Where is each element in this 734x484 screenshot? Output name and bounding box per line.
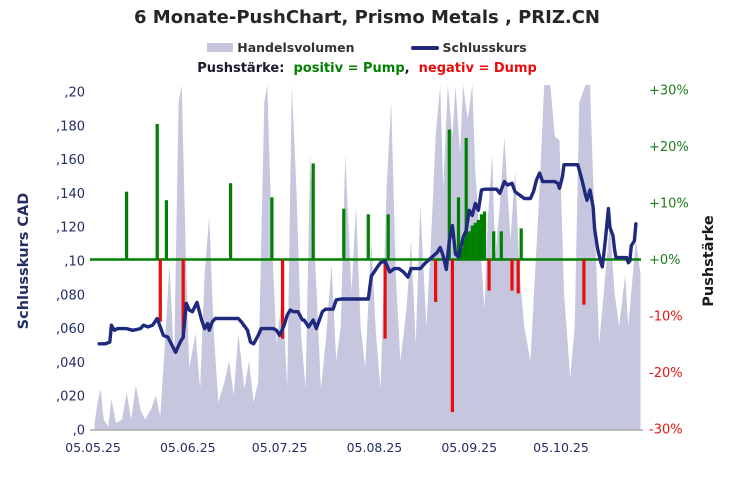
push-bar-positive	[125, 191, 129, 260]
push-bar-positive	[467, 231, 471, 260]
legend-volume-label: Handelsvolumen	[237, 40, 355, 55]
chart-title: 6 Monate-PushChart, Prismo Metals , PRIZ…	[134, 7, 600, 28]
x-tick-label: 05.06.25	[160, 440, 216, 455]
push-bar-positive	[456, 197, 461, 260]
push-bar-negative	[450, 259, 454, 413]
push-bars	[125, 123, 586, 413]
left-tick-label: ,20	[64, 86, 85, 101]
push-bar-negative	[158, 259, 162, 322]
volume-swatch-icon	[207, 43, 234, 52]
left-tick-label: ,140	[56, 187, 85, 202]
push-bar-positive	[473, 222, 477, 260]
push-bar-negative	[582, 259, 586, 305]
legend-close-label: Schlusskurs	[442, 40, 527, 55]
right-tick-label: +10%	[649, 197, 689, 212]
left-tick-label: ,040	[56, 356, 85, 371]
y-axis-right-labels: +30% +20% +10% +0% -10% -20% -30%	[649, 84, 689, 438]
push-bar-positive	[470, 225, 474, 260]
push-bar-negative	[510, 259, 514, 291]
push-bar-positive	[479, 214, 484, 260]
push-legend-negative: negativ = Dump	[418, 61, 537, 76]
y-axis-left-labels: ,20 ,180 ,160 ,140 ,120 ,10 ,080 ,060 ,040 ,020 ,0	[56, 86, 85, 439]
push-bar-negative	[281, 259, 285, 339]
left-tick-label: ,060	[56, 322, 85, 337]
push-bar-positive	[476, 219, 480, 260]
right-tick-label: +0%	[649, 253, 681, 268]
x-tick-label: 05.09.25	[441, 440, 497, 455]
left-tick-label: ,080	[56, 288, 85, 303]
x-tick-label: 05.05.25	[65, 440, 121, 455]
x-axis-labels: 05.05.25 05.06.25 05.07.25 05.08.25 05.09.25…	[65, 440, 589, 455]
push-bar-positive	[499, 231, 503, 260]
right-tick-label: -20%	[649, 366, 683, 381]
push-legend-positive: positiv = Pump	[293, 61, 405, 76]
left-axis-title: Schlusskurs CAD	[16, 193, 32, 330]
push-legend-separator: ,	[404, 61, 410, 76]
push-bar-negative	[487, 259, 491, 291]
push-bar-positive	[460, 248, 464, 260]
push-bar-positive	[519, 228, 523, 260]
right-tick-label: -30%	[649, 423, 683, 438]
left-tick-label: ,0	[73, 424, 85, 439]
push-bar-positive	[311, 163, 315, 260]
push-bar-positive	[164, 200, 168, 260]
close-line-swatch-icon	[410, 45, 439, 50]
push-legend-prefix: Pushstärke:	[197, 61, 285, 76]
push-bar-positive	[155, 123, 159, 260]
push-bar-positive	[366, 214, 370, 260]
right-axis-title: Pushstärke	[701, 215, 717, 307]
legend-entry-close: Schlusskurs	[410, 40, 527, 55]
right-tick-label: +30%	[649, 84, 689, 99]
push-bar-negative	[181, 259, 185, 339]
legend: Handelsvolumen Schlusskurs	[0, 40, 734, 55]
push-bar-negative	[516, 259, 520, 294]
push-bar-negative	[434, 259, 438, 302]
push-bar-positive	[447, 129, 451, 260]
push-bar-positive	[464, 138, 468, 260]
push-legend: Pushstärke: positiv = Pump, negativ = Du…	[0, 61, 734, 76]
push-bar-positive	[270, 197, 274, 260]
push-bar-positive	[492, 231, 496, 260]
left-tick-label: ,160	[56, 153, 85, 168]
x-tick-label: 05.08.25	[347, 440, 403, 455]
volume-area	[94, 85, 641, 430]
push-bar-positive	[342, 208, 346, 260]
right-tick-label: +20%	[649, 140, 689, 155]
legend-entry-volume: Handelsvolumen	[207, 40, 355, 55]
left-tick-label: ,020	[56, 390, 85, 405]
left-tick-label: ,180	[56, 119, 85, 134]
push-bar-positive	[386, 214, 390, 260]
x-tick-label: 05.10.25	[533, 440, 589, 455]
push-bar-negative	[383, 259, 387, 339]
x-tick-label: 05.07.25	[252, 440, 308, 455]
push-bar-positive	[229, 183, 233, 260]
push-bar-positive	[482, 211, 487, 260]
right-tick-label: -10%	[649, 310, 683, 325]
left-tick-label: ,120	[56, 221, 85, 236]
left-tick-label: ,10	[64, 255, 85, 270]
close-price-line	[97, 162, 638, 354]
